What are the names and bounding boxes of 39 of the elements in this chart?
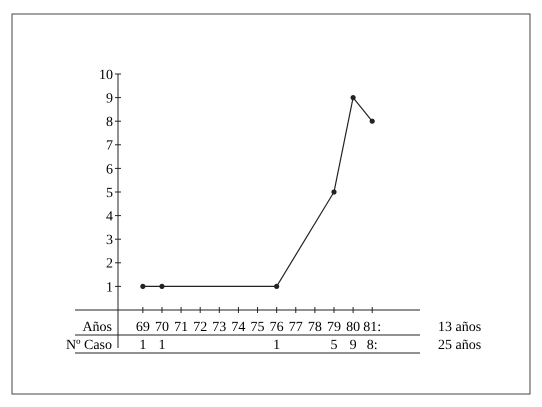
y-tick-label: 3 xyxy=(106,233,113,248)
y-tick-label: 8 xyxy=(106,115,113,130)
text: 1 xyxy=(273,338,280,353)
text: 5 xyxy=(330,338,338,353)
point xyxy=(140,284,146,289)
y-tick-label: 5 xyxy=(106,186,113,201)
y-tick-label: 9 xyxy=(106,92,113,106)
x-tick-label: 76 xyxy=(270,320,284,335)
y-tick-label: 2 xyxy=(106,256,113,272)
x-tick-label: 73 xyxy=(212,320,226,335)
y-tick-label: 7 xyxy=(106,138,113,154)
x-tick-label: 70 xyxy=(154,320,169,335)
x-tick-label: 72 xyxy=(193,320,208,335)
x-tick-label: 80 xyxy=(346,320,360,335)
text: 9 xyxy=(350,338,357,353)
x-tick-label: 75 xyxy=(250,320,265,335)
y-tick-label: 6 xyxy=(106,162,113,178)
point xyxy=(331,189,337,195)
y-tick-label: 10 xyxy=(99,68,113,83)
point xyxy=(370,118,375,124)
x-tick-label: 71 xyxy=(174,320,188,335)
point xyxy=(159,284,165,289)
text: 13 años xyxy=(438,320,482,335)
point xyxy=(350,95,356,100)
x-tick-label: 77 xyxy=(288,320,303,335)
text: 25 años xyxy=(438,338,482,353)
text: 1 xyxy=(158,338,166,353)
y-tick-label: 1 xyxy=(106,280,113,296)
x-tick-label: 69 xyxy=(136,320,150,335)
x-tick-label: 74 xyxy=(231,320,246,335)
text: 1 xyxy=(139,338,146,353)
text: 8: xyxy=(366,338,378,353)
text: Nº Caso xyxy=(66,338,112,353)
x-axis-title: Años xyxy=(82,320,112,335)
x-tick-label: 78 xyxy=(308,320,322,335)
x-tick-label: 79 xyxy=(326,320,341,335)
x-tick-label: 81: xyxy=(363,320,382,335)
y-tick-label: 4 xyxy=(106,210,113,224)
point xyxy=(274,284,280,289)
